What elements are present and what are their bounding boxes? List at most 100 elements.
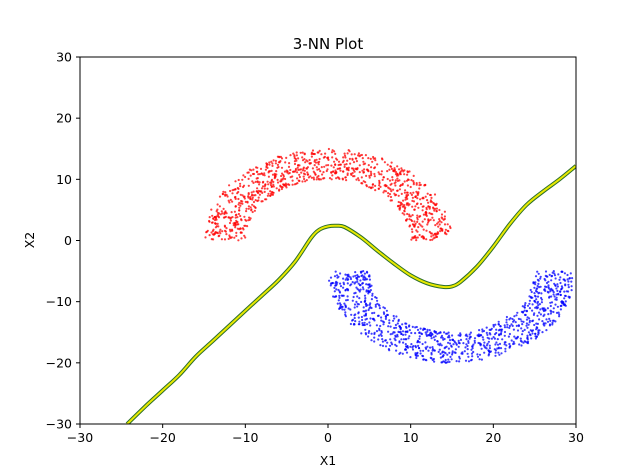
- scatter-point: [354, 313, 357, 316]
- scatter-point: [422, 327, 425, 330]
- scatter-point: [266, 180, 269, 183]
- scatter-point: [244, 175, 247, 179]
- x-tick-label: −30: [67, 430, 93, 445]
- scatter-point: [444, 352, 447, 355]
- scatter-point: [339, 167, 342, 170]
- scatter-point: [529, 288, 532, 292]
- scatter-point: [551, 289, 554, 292]
- scatter-point: [508, 332, 511, 336]
- scatter-point: [398, 340, 401, 343]
- scatter-point: [252, 168, 255, 171]
- scatter-point: [398, 325, 401, 328]
- scatter-point: [373, 336, 376, 339]
- scatter-point: [535, 298, 538, 301]
- scatter-point: [377, 187, 380, 190]
- scatter-point: [343, 154, 347, 157]
- scatter-point: [562, 302, 565, 305]
- scatter-point: [529, 329, 532, 332]
- scatter-point: [211, 214, 214, 217]
- scatter-point: [540, 296, 543, 300]
- scatter-point: [271, 173, 275, 176]
- scatter-point: [398, 188, 401, 191]
- scatter-point: [519, 337, 522, 340]
- scatter-point: [552, 310, 555, 314]
- scatter-point: [447, 334, 451, 337]
- scatter-point: [336, 167, 339, 170]
- scatter-point: [254, 199, 257, 202]
- scatter-point: [419, 349, 422, 352]
- scatter-point: [536, 314, 539, 317]
- scatter-point: [230, 211, 233, 214]
- scatter-point: [215, 225, 218, 228]
- scatter-point: [377, 303, 380, 306]
- scatter-point: [214, 216, 217, 219]
- scatter-point: [410, 238, 413, 241]
- scatter-point: [410, 218, 413, 222]
- scatter-point: [404, 333, 407, 336]
- scatter-point: [311, 167, 314, 170]
- scatter-point: [256, 187, 259, 190]
- scatter-point: [381, 338, 384, 341]
- scatter-point: [352, 323, 355, 326]
- scatter-point: [251, 198, 254, 201]
- scatter-point: [441, 355, 444, 358]
- scatter-point: [473, 337, 477, 340]
- scatter-point: [318, 149, 321, 152]
- scatter-point: [323, 155, 326, 158]
- scatter-point: [515, 324, 518, 327]
- scatter-point: [516, 329, 520, 332]
- scatter-point: [357, 179, 360, 182]
- scatter-point: [357, 316, 360, 319]
- scatter-point: [218, 195, 222, 198]
- scatter-point: [353, 306, 356, 309]
- scatter-point: [238, 228, 241, 231]
- scatter-point: [222, 190, 225, 193]
- scatter-point: [415, 190, 418, 193]
- scatter-point: [303, 169, 306, 172]
- scatter-point: [482, 329, 486, 333]
- scatter-point: [534, 283, 537, 286]
- scatter-point: [550, 301, 554, 304]
- scatter-point: [241, 178, 244, 181]
- scatter-point: [419, 198, 422, 201]
- scatter-point: [234, 222, 237, 225]
- scatter-point: [373, 172, 376, 176]
- scatter-point: [406, 197, 409, 200]
- scatter-point: [263, 185, 266, 188]
- scatter-point: [390, 190, 393, 193]
- scatter-point: [341, 294, 344, 297]
- scatter-point: [432, 336, 435, 339]
- scatter-point: [481, 336, 484, 339]
- scatter-point: [362, 306, 365, 309]
- scatter-point: [517, 317, 521, 320]
- scatter-point: [351, 281, 354, 284]
- scatter-point: [487, 354, 490, 357]
- scatter-point: [364, 297, 367, 300]
- scatter-point: [363, 168, 366, 171]
- scatter-point: [363, 294, 367, 297]
- scatter-point: [238, 209, 241, 212]
- scatter-point: [476, 353, 479, 356]
- scatter-point: [295, 154, 298, 157]
- scatter-point: [266, 166, 269, 169]
- scatter-point: [544, 308, 547, 311]
- scatter-point: [560, 285, 564, 288]
- scatter-point: [342, 286, 345, 289]
- scatter-point: [286, 170, 289, 173]
- scatter-point: [235, 231, 238, 234]
- scatter-point: [427, 205, 430, 208]
- scatter-point: [433, 338, 436, 341]
- scatter-point: [570, 280, 573, 283]
- scatter-point: [557, 293, 560, 296]
- scatter-point: [359, 279, 362, 282]
- scatter-point: [499, 325, 502, 328]
- scatter-point: [401, 323, 404, 326]
- scatter-point: [255, 166, 258, 169]
- scatter-point: [356, 302, 359, 305]
- scatter-point: [251, 196, 254, 199]
- scatter-point: [363, 323, 366, 327]
- scatter-point: [275, 170, 278, 173]
- scatter-point: [256, 180, 259, 183]
- scatter-point: [430, 351, 433, 355]
- scatter-point: [552, 307, 555, 310]
